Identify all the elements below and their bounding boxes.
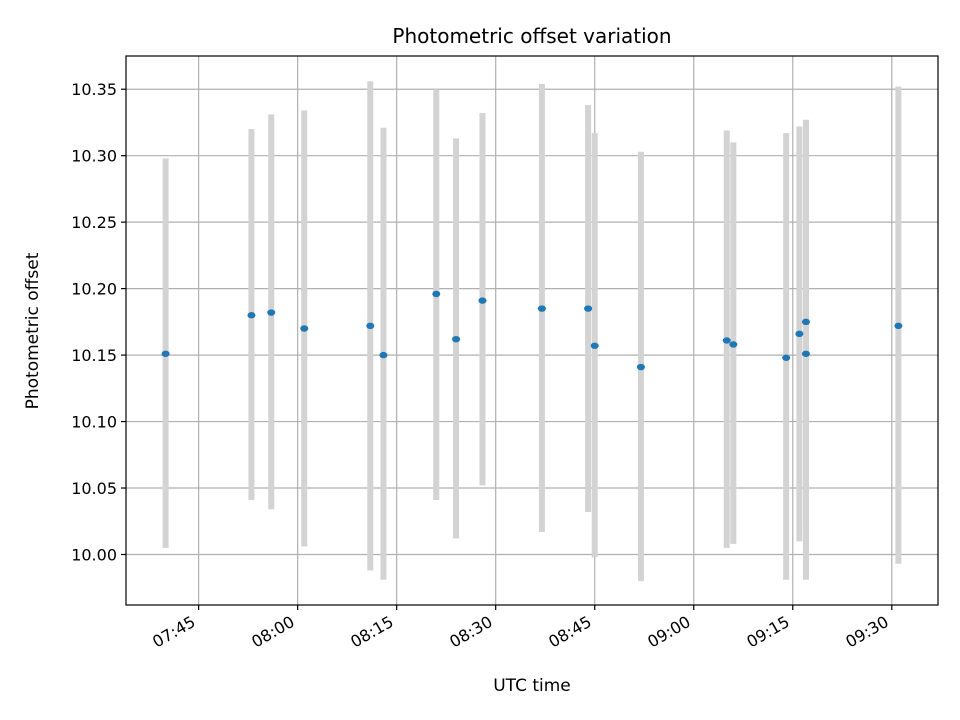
y-tick-label: 10.20: [71, 280, 117, 299]
data-point: [537, 305, 546, 312]
data-point: [636, 363, 645, 371]
y-tick-label: 10.10: [71, 413, 117, 432]
y-tick-label: 10.25: [71, 213, 117, 232]
data-point: [782, 354, 791, 361]
plot-area-frame: [125, 55, 939, 606]
y-tick-label: 10.05: [71, 479, 117, 498]
data-point: [366, 322, 375, 330]
grid: [126, 56, 938, 605]
x-axis: 07:45 08:00 08:15 08:30 08:45 09:00 09:15 09:30: [149, 605, 893, 652]
x-tick-label: 09:15: [743, 612, 792, 652]
x-tick-label: 08:30: [446, 612, 495, 652]
x-tick-label: 09:30: [842, 612, 891, 652]
data-point: [795, 330, 804, 338]
x-tick-label: 08:45: [545, 612, 594, 652]
y-tick-label: 10.30: [71, 147, 117, 166]
data-point: [801, 318, 810, 326]
data-point: [722, 337, 731, 344]
data-point: [584, 305, 593, 312]
data-point: [478, 297, 487, 304]
data-point: [432, 290, 441, 298]
y-axis: 10.00 10.05 10.10 10.15 10.20 10.25 10.30 10.35: [71, 80, 126, 564]
data-point: [801, 350, 810, 357]
y-tick-label: 10.15: [71, 346, 117, 365]
x-tick-label: 09:00: [644, 612, 693, 652]
chart-title: Photometric offset variation: [392, 24, 671, 48]
data-points: [161, 290, 903, 371]
y-tick-label: 10.00: [71, 545, 117, 564]
data-point: [590, 342, 599, 349]
x-tick-label: 08:15: [347, 612, 396, 652]
data-point: [729, 341, 738, 348]
data-point: [161, 350, 170, 357]
x-tick-label: 07:45: [149, 612, 198, 652]
data-point: [452, 335, 461, 343]
data-point: [379, 351, 388, 359]
data-point: [894, 322, 903, 330]
x-axis-label: UTC time: [493, 676, 571, 696]
y-axis-label: Photometric offset: [23, 252, 43, 409]
data-point: [267, 309, 276, 316]
x-tick-label: 08:00: [248, 612, 297, 652]
y-tick-label: 10.35: [71, 80, 117, 99]
data-point: [300, 325, 309, 332]
data-point: [247, 312, 256, 319]
